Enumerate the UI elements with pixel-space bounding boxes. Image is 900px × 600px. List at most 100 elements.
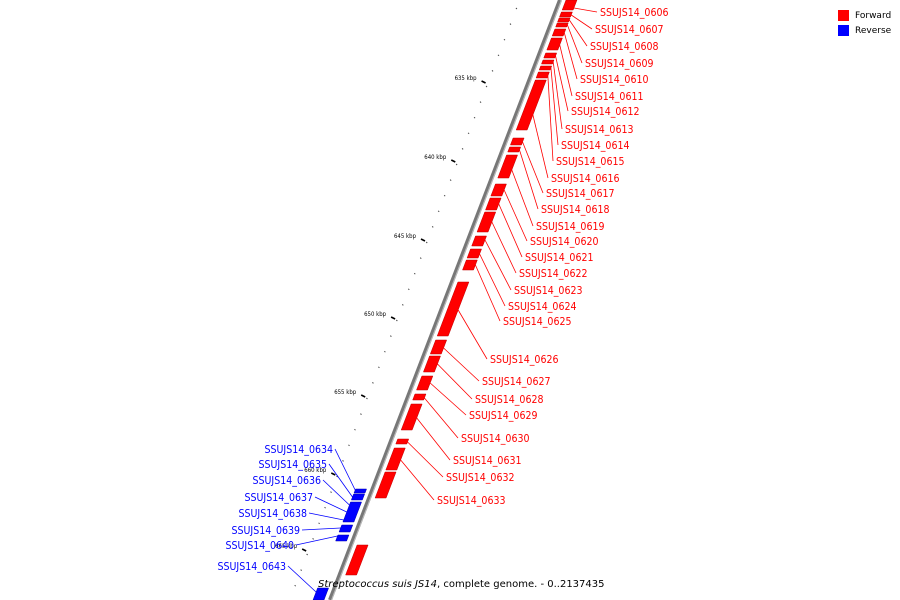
major-tick bbox=[390, 316, 396, 320]
forward-leader bbox=[457, 309, 488, 360]
forward-gene bbox=[429, 339, 448, 355]
forward-leader bbox=[522, 141, 544, 194]
reverse-gene-label: SSUJS14_0634 bbox=[265, 444, 333, 456]
forward-gene-label: SSUJS14_0624 bbox=[508, 301, 576, 313]
forward-gene bbox=[515, 79, 547, 131]
forward-gene bbox=[490, 183, 507, 197]
minor-tick bbox=[431, 226, 434, 228]
minor-tick bbox=[443, 194, 446, 197]
forward-leader bbox=[563, 32, 578, 80]
forward-gene bbox=[543, 52, 558, 59]
forward-gene bbox=[497, 154, 518, 179]
forward-gene-label: SSUJS14_0613 bbox=[565, 124, 633, 136]
genes bbox=[312, 0, 578, 600]
forward-gene-label: SSUJS14_0626 bbox=[490, 354, 558, 366]
forward-gene bbox=[476, 211, 497, 233]
forward-leader bbox=[571, 14, 593, 30]
forward-gene-label: SSUJS14_0608 bbox=[590, 41, 658, 53]
reverse-gene-label: SSUJS14_0638 bbox=[239, 508, 307, 520]
forward-gene-label: SSUJS14_0618 bbox=[541, 204, 609, 216]
minor-tick bbox=[360, 413, 362, 415]
reverse-leader bbox=[328, 463, 353, 498]
minor-tick bbox=[491, 70, 494, 72]
forward-gene bbox=[385, 447, 406, 471]
forward-gene bbox=[510, 137, 525, 146]
forward-gene-label: SSUJS14_0622 bbox=[519, 268, 587, 280]
minor-tick bbox=[384, 350, 386, 353]
forward-gene bbox=[507, 146, 522, 153]
minor-tick bbox=[437, 210, 440, 213]
forward-leader bbox=[573, 7, 598, 13]
forward-leader bbox=[559, 44, 573, 97]
forward-leader bbox=[511, 169, 534, 227]
reverse-gene-label: SSUJS14_0635 bbox=[259, 459, 327, 471]
minor-tick bbox=[366, 397, 368, 400]
forward-leader bbox=[503, 189, 528, 242]
forward-swatch bbox=[838, 10, 849, 21]
minor-tick bbox=[342, 460, 344, 462]
reverse-gene bbox=[342, 501, 362, 523]
minor-tick bbox=[389, 335, 392, 337]
minor-tick bbox=[455, 163, 458, 166]
tick-label: 665 kbp bbox=[275, 543, 298, 550]
minor-tick bbox=[503, 38, 506, 41]
minor-tick bbox=[318, 522, 320, 525]
forward-leader bbox=[437, 363, 473, 400]
forward-gene bbox=[423, 355, 441, 373]
reverse-leader bbox=[314, 496, 347, 513]
forward-gene-label: SSUJS14_0627 bbox=[482, 376, 550, 388]
tick-label: 635 kbp bbox=[455, 75, 478, 82]
tick-label: 650 kbp bbox=[364, 311, 387, 318]
forward-gene-label: SSUJS14_0609 bbox=[585, 58, 653, 70]
reverse-leader bbox=[287, 565, 317, 593]
forward-gene-label: SSUJS14_0606 bbox=[600, 7, 668, 19]
forward-gene-label: SSUJS14_0630 bbox=[461, 433, 529, 445]
forward-leader bbox=[475, 264, 501, 322]
minor-tick bbox=[312, 538, 314, 540]
forward-gene bbox=[395, 438, 410, 445]
legend-reverse: Reverse bbox=[838, 23, 891, 38]
forward-gene-label: SSUJS14_0623 bbox=[514, 285, 582, 297]
reverse-gene-label: SSUJS14_0637 bbox=[245, 492, 313, 504]
minor-tick bbox=[467, 132, 470, 135]
major-tick bbox=[420, 238, 426, 242]
reverse-leader bbox=[322, 479, 350, 506]
forward-leader bbox=[498, 203, 523, 258]
forward-leader bbox=[567, 24, 583, 64]
legend-reverse-label: Reverse bbox=[855, 25, 892, 36]
forward-gene bbox=[436, 281, 470, 337]
forward-leader bbox=[416, 417, 451, 461]
major-tick bbox=[450, 159, 456, 163]
reverse-leader bbox=[334, 448, 356, 491]
forward-leader bbox=[491, 221, 517, 274]
forward-gene bbox=[551, 28, 567, 37]
legend-forward-label: Forward bbox=[855, 10, 892, 21]
tick-marks: 635 kbp 640 kbp 645 kbp 650 kbp 655 kbp 660 k… bbox=[275, 7, 518, 587]
forward-gene bbox=[374, 471, 397, 499]
minor-tick bbox=[509, 23, 512, 25]
reverse-gene bbox=[335, 534, 350, 542]
forward-gene-label: SSUJS14_0628 bbox=[475, 394, 543, 406]
minor-tick bbox=[413, 272, 416, 275]
forward-leader bbox=[547, 75, 554, 162]
genome-backbone bbox=[328, 0, 562, 600]
forward-gene bbox=[535, 71, 550, 79]
forward-gene bbox=[462, 259, 478, 271]
forward-gene-label: SSUJS14_0607 bbox=[595, 24, 663, 36]
forward-gene bbox=[345, 544, 369, 576]
forward-gene-label: SSUJS14_0612 bbox=[571, 106, 639, 118]
forward-gene-label: SSUJS14_0617 bbox=[546, 188, 614, 200]
forward-gene-label: SSUJS14_0615 bbox=[556, 156, 624, 168]
minor-tick bbox=[395, 319, 398, 322]
forward-gene bbox=[466, 248, 482, 259]
forward-gene bbox=[555, 22, 569, 28]
minor-tick bbox=[497, 54, 500, 57]
forward-gene-label: SSUJS14_0629 bbox=[469, 410, 537, 422]
minor-tick bbox=[425, 241, 428, 244]
forward-leader bbox=[407, 441, 444, 478]
caption-rest: , complete genome. - 0..2137435 bbox=[437, 579, 605, 590]
tick-label: 645 kbp bbox=[394, 233, 417, 240]
minor-tick bbox=[461, 148, 464, 150]
forward-gene-label: SSUJS14_0610 bbox=[580, 74, 648, 86]
reverse-leader bbox=[308, 512, 344, 521]
